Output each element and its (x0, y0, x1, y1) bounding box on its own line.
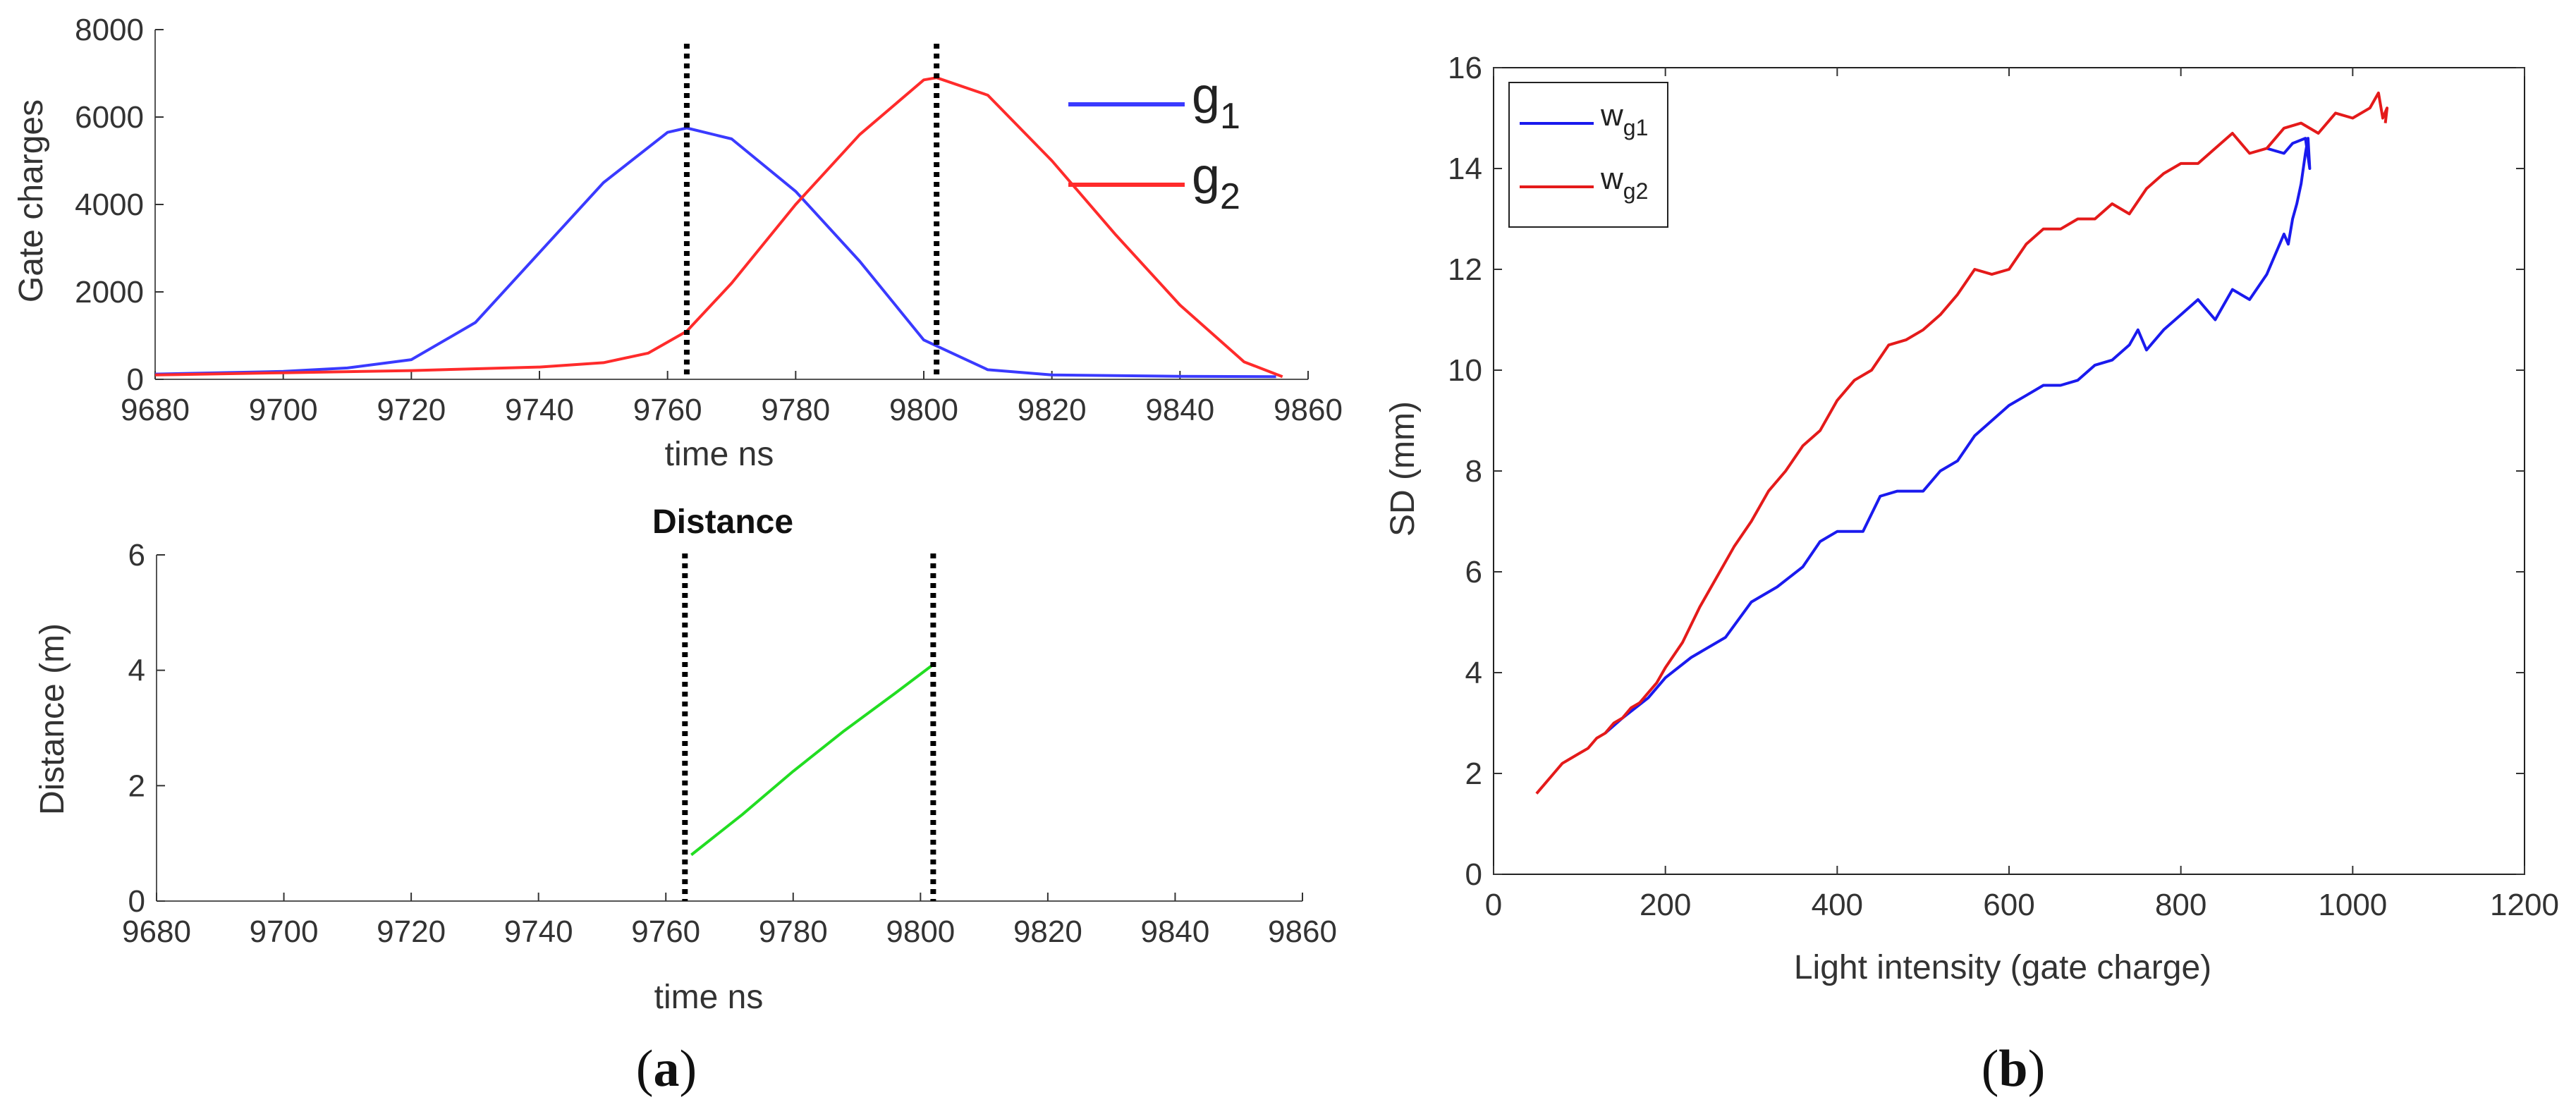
gate-charges-chart: Gate charges time ns 9680 9700 9720 9740… (13, 13, 1343, 473)
b-legend: wg1 wg2 (1508, 82, 1668, 228)
top-ytick: 8000 (75, 13, 144, 47)
legend-label-wg2: wg2 (1600, 161, 1648, 204)
top-xtick: 9860 (1274, 393, 1343, 427)
bottom-xlabel: time ns (654, 979, 764, 1016)
b-xtick: 1200 (2490, 888, 2559, 922)
bottom-xtick: 9820 (1013, 914, 1082, 949)
bottom-xtick: 9720 (377, 914, 446, 949)
b-ytick: 8 (1465, 454, 1482, 489)
b-x-ticks: 0 200 400 600 800 1000 1200 (1485, 888, 2559, 922)
b-ytick: 6 (1465, 555, 1482, 589)
top-xlabel: time ns (665, 436, 774, 473)
top-xtick: 9700 (249, 393, 318, 427)
b-ytick: 4 (1465, 656, 1482, 690)
b-xlabel: Light intensity (gate charge) (1794, 949, 2211, 986)
top-xtick: 9760 (633, 393, 702, 427)
b-ytick: 14 (1448, 152, 1482, 186)
b-xtick: 600 (1983, 888, 2034, 922)
top-ylabel: Gate charges (13, 99, 50, 302)
caption-b: (b) (1982, 1040, 2045, 1098)
bottom-xtick: 9740 (504, 914, 573, 949)
bottom-ytick: 0 (128, 884, 145, 919)
b-legend-box (1508, 82, 1668, 228)
b-y-ticks: 0 2 4 6 8 10 12 14 16 (1448, 51, 1482, 892)
legend-label-g2: g2 (1192, 148, 1240, 217)
legend-label-g1: g1 (1192, 68, 1240, 137)
top-y-ticks: 0 2000 4000 6000 8000 (75, 13, 144, 397)
b-xtick: 200 (1640, 888, 1691, 922)
legend-label-wg1: wg1 (1600, 98, 1648, 140)
top-xtick: 9800 (889, 393, 958, 427)
series-line-w-g1 (1604, 137, 2312, 735)
top-x-ticks: 9680 9700 9720 9740 9760 9780 9800 9820 … (121, 393, 1343, 427)
top-xtick: 9680 (121, 393, 190, 427)
bottom-ytick: 2 (128, 769, 145, 803)
bottom-ytick: 4 (128, 654, 145, 688)
bottom-xtick: 9800 (886, 914, 955, 949)
top-xtick: 9840 (1145, 393, 1214, 427)
b-ylabel: SD (mm) (1384, 401, 1422, 537)
b-ytick: 10 (1448, 353, 1482, 388)
bottom-xtick: 9700 (250, 914, 319, 949)
b-xtick: 0 (1485, 888, 1502, 922)
bottom-xtick: 9760 (631, 914, 700, 949)
b-ytick: 2 (1465, 757, 1482, 791)
top-ytick: 0 (127, 362, 144, 397)
series-line-distance (690, 663, 934, 857)
top-ytick: 6000 (75, 100, 144, 135)
distance-title: Distance (652, 503, 793, 541)
bottom-x-ticks: 9680 9700 9720 9740 9760 9780 9800 9820 … (122, 914, 1337, 949)
series-line-g1 (154, 126, 1276, 379)
series-line-g2 (154, 76, 1283, 379)
top-xtick: 9720 (377, 393, 446, 427)
series-line-w-g2 (1535, 91, 2389, 795)
top-ytick: 4000 (75, 188, 144, 222)
b-ytick: 12 (1448, 252, 1482, 287)
caption-a: (a) (636, 1040, 697, 1098)
b-ytick: 0 (1465, 857, 1482, 892)
bottom-xtick: 9840 (1140, 914, 1209, 949)
bottom-xtick: 9860 (1268, 914, 1337, 949)
bottom-xtick: 9780 (759, 914, 828, 949)
top-legend: g1 g2 (1068, 68, 1240, 217)
top-ytick: 2000 (75, 275, 144, 310)
b-xtick: 400 (1812, 888, 1863, 922)
sd-vs-intensity-chart: SD (mm) Light intensity (gate charge) 0 … (1384, 51, 2559, 986)
b-xtick: 800 (2155, 888, 2206, 922)
bottom-y-ticks: 0 2 4 6 (128, 538, 145, 919)
bottom-ylabel: Distance (m) (34, 623, 71, 815)
b-ytick: 16 (1448, 51, 1482, 85)
bottom-ytick: 6 (128, 538, 145, 573)
distance-chart: Distance Distance (m) time ns 9680 9700 … (34, 503, 1337, 1016)
top-xtick: 9740 (505, 393, 574, 427)
top-xtick: 9820 (1018, 393, 1087, 427)
bottom-xtick: 9680 (122, 914, 191, 949)
top-xtick: 9780 (761, 393, 830, 427)
b-xtick: 1000 (2318, 888, 2387, 922)
